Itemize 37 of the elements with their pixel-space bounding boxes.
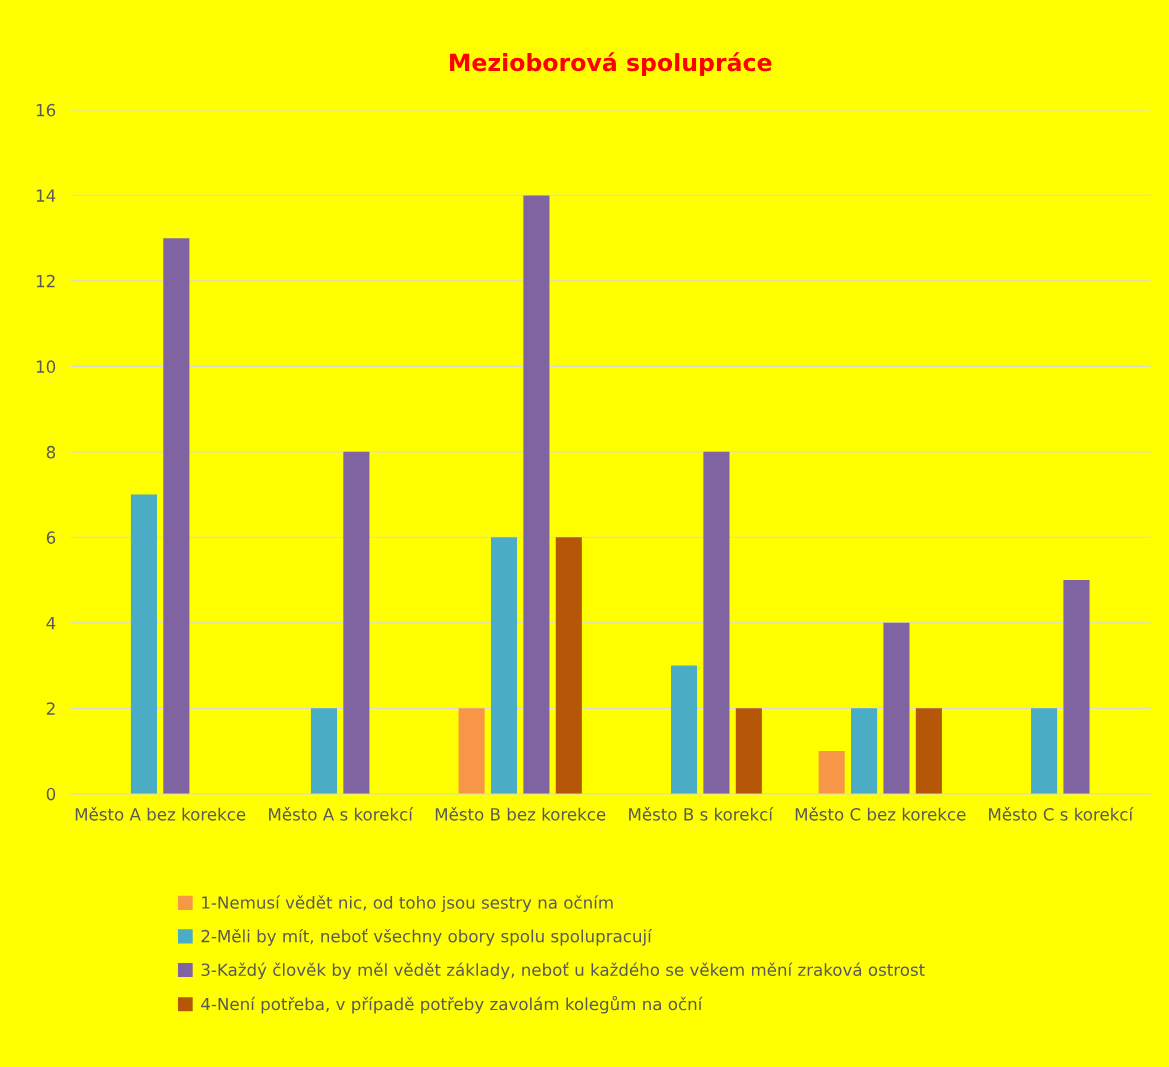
- bar: [851, 708, 878, 794]
- bar: [523, 195, 550, 794]
- x-tick-label: Město A s korekcí: [269, 807, 414, 821]
- y-tick-label: 4: [46, 617, 56, 630]
- y-tick-label: 6: [46, 531, 56, 544]
- bar: [555, 537, 582, 794]
- bar: [818, 751, 845, 794]
- bar: [458, 708, 485, 794]
- bar: [670, 665, 698, 794]
- x-tick-label: Město A bez korekce: [75, 807, 246, 821]
- bar: [1031, 708, 1058, 794]
- x-tick-label: Město C s korekcí: [989, 807, 1134, 821]
- bar: [915, 708, 942, 794]
- bar: [163, 238, 190, 794]
- y-tick-label: 16: [36, 103, 56, 117]
- bar: [883, 622, 910, 794]
- y-tick-label: 14: [36, 189, 56, 202]
- bar: [310, 708, 338, 794]
- x-tick-label: Město C bez korekce: [795, 807, 966, 821]
- bar: [130, 494, 157, 794]
- legend-label: 2-Měli by mít, neboť všechny obory spolu spolupracují: [201, 928, 653, 946]
- bar: [1063, 580, 1090, 794]
- legend-label: 1-Nemusí vědět nic, od toho jsou sestry na očním: [202, 895, 613, 913]
- y-tick-label: 8: [46, 445, 56, 459]
- chart-title: Mezioborová spolupráce: [450, 52, 772, 76]
- x-tick-label: Město B bez korekce: [435, 807, 606, 821]
- legend-label: 3-Každý člověk by měl vědět základy, neboť u každého se věkem mění zraková ostrost: [201, 962, 925, 980]
- y-tick-label: 10: [36, 360, 56, 373]
- y-tick-label: 0: [46, 787, 56, 801]
- legend-label: 4-Není potřeba, v případě potřeby zavolám kolegům na oční: [201, 995, 703, 1014]
- bar: [703, 451, 730, 794]
- bar: [490, 537, 518, 794]
- y-tick-label: 2: [46, 702, 55, 715]
- bar: [343, 451, 370, 794]
- bar: [735, 708, 762, 794]
- y-tick-label: 12: [36, 274, 55, 288]
- x-tick-label: Město B s korekcí: [629, 807, 774, 821]
